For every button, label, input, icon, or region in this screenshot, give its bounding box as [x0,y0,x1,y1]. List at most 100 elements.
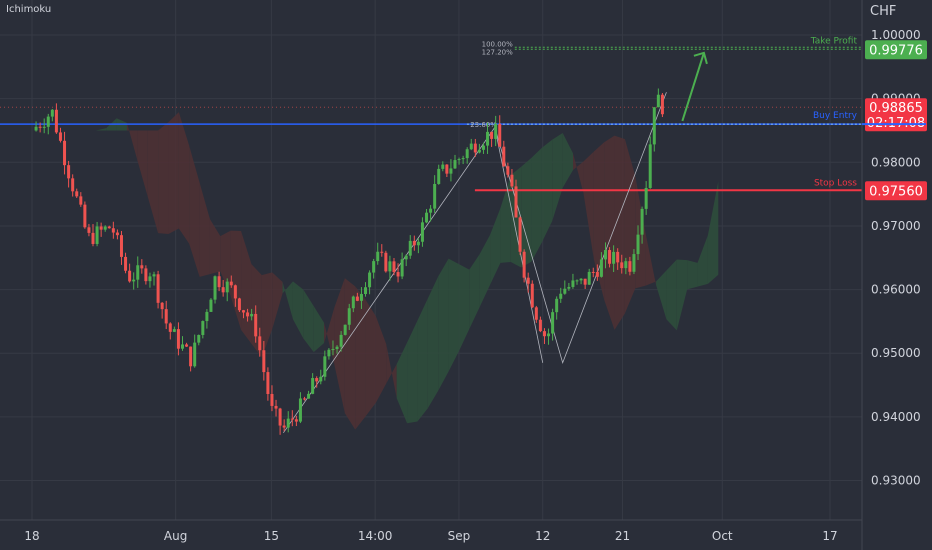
candle-body [599,259,603,277]
candle-body [506,166,510,175]
y-tick-label: 1.00000 [871,28,921,42]
candle-body [128,270,132,282]
candle-body [71,178,75,192]
y-tick-label: 0.93000 [871,474,921,488]
arrow-head [693,51,708,65]
candle-body [237,298,241,311]
cloud-segment [407,320,418,424]
cloud-segment [199,182,210,277]
candle-body [486,131,490,146]
candle-body [50,109,54,117]
candle-body [355,296,359,301]
candle-body [241,310,245,313]
candle-body [343,324,347,335]
candle-body [193,342,197,367]
candle-body [437,168,441,184]
buy-entry-label: Buy Entry [813,111,858,121]
candle-body [575,280,579,282]
y-tick-label: 0.97000 [871,219,921,233]
candle-body [457,159,461,161]
candle-body [331,349,335,351]
candle-body [42,126,46,128]
x-tick-label: Sep [448,529,471,543]
stop-loss-label: Stop Loss [814,178,857,188]
candle-body [58,132,62,141]
cloud-segment [583,151,594,260]
take-profit-tag-bg [865,40,927,60]
candle-body [54,109,58,133]
candle-body [221,287,225,293]
candle-body [262,350,266,373]
candle-body [266,372,270,394]
cloud-segment [448,258,459,372]
candle-body [636,234,640,255]
candle-body [534,307,538,320]
candle-body [559,293,563,299]
candle-body [294,419,298,422]
cloud-segment [95,128,107,131]
candle-body [433,183,437,209]
cloud-segment [375,316,387,403]
cloud-segment [147,130,159,234]
candle-body [303,398,307,400]
cloud-segment [645,233,657,286]
candle-body [63,140,67,166]
cloud-segment [562,133,574,188]
cloud-segment [209,219,221,275]
cloud-segment [490,208,501,285]
candle-body [217,276,221,288]
candle-body [449,168,453,174]
candle-body [298,398,302,422]
candle-body [587,271,591,285]
candle-body [461,158,465,160]
candles [34,88,664,435]
indicator-label[interactable]: Ichimoku [6,4,52,15]
fib-trend-line [283,92,667,434]
candle-body [185,344,189,347]
candle-body [612,251,616,264]
stop-loss-tag-bg [865,181,927,201]
candle-body [327,349,331,357]
cloud-segment [261,272,273,358]
candle-body [465,149,469,159]
cloud-segment [697,235,708,287]
candle-body [229,281,233,286]
candle-body [530,283,534,308]
x-tick-label: Aug [164,529,187,543]
cloud-segment [365,299,376,417]
candle-body [380,251,384,253]
candle-body [583,278,587,285]
candle-body [136,265,140,280]
candle-body [628,261,632,272]
candle-body [46,116,50,127]
candle-body [376,251,380,262]
candle-body [115,232,119,236]
candle-body [258,336,262,351]
cloud-segment [168,112,179,235]
candle-body [347,308,351,325]
cloud-segment [386,344,397,399]
candle-body [233,285,237,299]
candle-body [160,302,164,310]
candle-body [481,145,485,150]
candle-body [392,261,396,273]
candle-body [34,126,38,131]
cloud-segment [666,259,677,331]
current-price-tag-text: 0.98865 [869,101,923,116]
candle-body [319,376,323,382]
cloud-segment [687,260,698,290]
candle-body [567,286,571,289]
y-tick-label: 0.98000 [871,155,921,169]
candle-body [372,261,376,273]
fib-236-label: 23.60% [470,121,497,129]
candle-body [364,287,368,295]
take-profit-label: Take Profit [810,36,858,46]
cloud-segment [178,112,190,244]
candle-body [119,235,123,257]
candle-body [197,334,201,343]
candle-body [351,296,355,309]
candle-body [640,208,644,235]
